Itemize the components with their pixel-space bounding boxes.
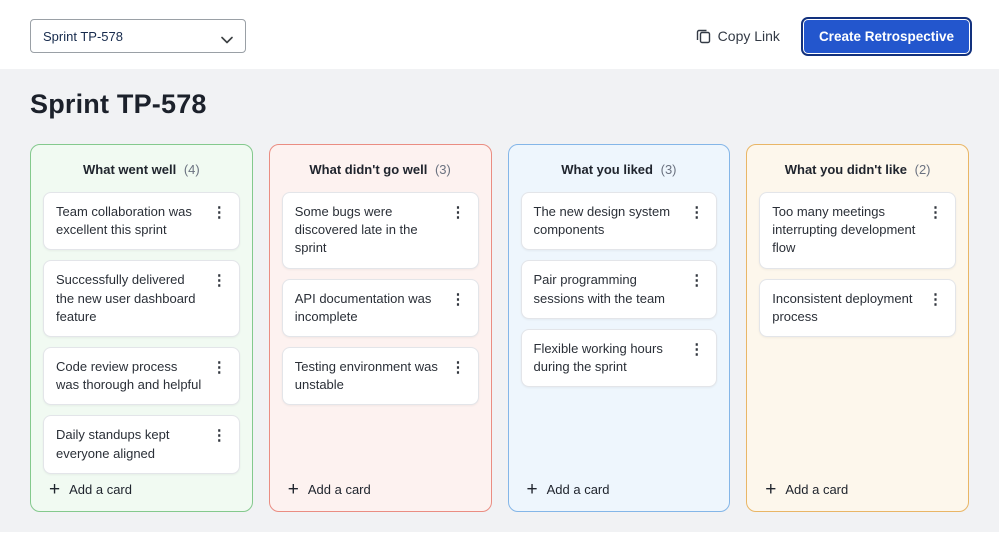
- add-card-button[interactable]: + Add a card: [43, 474, 240, 499]
- column-count: (4): [183, 162, 200, 177]
- card-text: Flexible working hours during the sprint: [533, 340, 663, 374]
- card-menu-icon[interactable]: ⋮: [922, 290, 949, 309]
- card-menu-icon[interactable]: ⋮: [206, 203, 233, 222]
- column-header: What went well (4): [43, 162, 240, 177]
- add-card-label: Add a card: [546, 482, 610, 497]
- column-liked: What you liked (3) The new design system…: [507, 144, 731, 512]
- card[interactable]: Some bugs were discovered late in the sp…: [281, 192, 479, 269]
- card-text: API documentation was incomplete: [294, 290, 432, 324]
- card[interactable]: Successfully delivered the new user dash…: [43, 260, 240, 337]
- column-didnt-like: What you didn't like (2) Too many meetin…: [746, 144, 969, 512]
- card[interactable]: Team collaboration was excellent this sp…: [43, 192, 240, 251]
- plus-icon: +: [526, 478, 538, 500]
- page-title: Sprint TP-578: [30, 89, 207, 119]
- card-menu-icon[interactable]: ⋮: [683, 203, 710, 222]
- column-header: What you didn't like (2): [759, 162, 956, 177]
- card[interactable]: Code review process was thorough and hel…: [43, 346, 240, 406]
- card-menu-icon[interactable]: ⋮: [445, 203, 472, 222]
- copy-link-button[interactable]: Copy Link: [694, 24, 782, 48]
- card-list: The new design system components ⋮ Pair …: [520, 192, 718, 388]
- card-list: Team collaboration was excellent this sp…: [43, 192, 240, 474]
- add-card-label: Add a card: [69, 482, 132, 497]
- column-title: What went well: [83, 162, 177, 177]
- card[interactable]: Testing environment was unstable ⋮: [281, 346, 479, 406]
- card-menu-icon[interactable]: ⋮: [445, 358, 472, 377]
- column-didnt-go-well: What didn't go well (3) Some bugs were d…: [268, 144, 492, 512]
- card-text: Daily standups kept everyone aligned: [56, 427, 170, 461]
- plus-icon: +: [49, 478, 61, 500]
- card-list: Some bugs were discovered late in the sp…: [281, 192, 479, 406]
- retro-board: What went well (4) Team collaboration wa…: [30, 144, 969, 512]
- card-menu-icon[interactable]: ⋮: [206, 271, 233, 290]
- board-page: Sprint TP-578 What went well (4) Team co…: [0, 69, 999, 532]
- column-count: (2): [914, 162, 931, 177]
- card-text: Successfully delivered the new user dash…: [56, 272, 196, 324]
- add-card-label: Add a card: [307, 482, 371, 497]
- card-text: Inconsistent deployment process: [772, 290, 913, 324]
- card-text: Pair programming sessions with the team: [533, 272, 666, 306]
- topbar: Sprint TP-578 Copy Link Create Retrospec…: [0, 0, 999, 69]
- add-card-button[interactable]: + Add a card: [282, 474, 479, 499]
- card[interactable]: The new design system components ⋮: [520, 192, 718, 251]
- column-header: What you liked (3): [521, 162, 718, 177]
- column-count: (3): [434, 162, 451, 177]
- add-card-button[interactable]: + Add a card: [521, 474, 718, 499]
- column-count: (3): [660, 162, 677, 177]
- card-text: Testing environment was unstable: [294, 358, 438, 393]
- card-text: Team collaboration was excellent this sp…: [56, 204, 192, 238]
- column-title: What didn't go well: [309, 162, 428, 177]
- card-menu-icon[interactable]: ⋮: [206, 358, 233, 377]
- column-title: What you didn't like: [784, 162, 907, 177]
- card[interactable]: Pair programming sessions with the team …: [520, 260, 718, 319]
- chevron-down-icon: [221, 32, 233, 44]
- card-menu-icon[interactable]: ⋮: [206, 426, 233, 445]
- card[interactable]: Inconsistent deployment process ⋮: [759, 278, 956, 337]
- card-text: Code review process was thorough and hel…: [56, 358, 202, 393]
- plus-icon: +: [765, 478, 777, 500]
- card-text: The new design system components: [533, 204, 671, 238]
- card-menu-icon[interactable]: ⋮: [445, 290, 472, 309]
- card-text: Some bugs were discovered late in the sp…: [294, 204, 418, 256]
- topbar-actions: Copy Link Create Retrospective: [694, 16, 973, 56]
- plus-icon: +: [287, 478, 299, 500]
- create-retrospective-button[interactable]: Create Retrospective: [800, 16, 973, 56]
- copy-icon: [696, 28, 711, 44]
- add-card-button[interactable]: + Add a card: [759, 474, 956, 499]
- sprint-select-value: Sprint TP-578: [43, 28, 123, 44]
- card-menu-icon[interactable]: ⋮: [683, 271, 710, 290]
- card-menu-icon[interactable]: ⋮: [683, 340, 710, 359]
- card[interactable]: Daily standups kept everyone aligned ⋮: [43, 415, 240, 474]
- sprint-select[interactable]: Sprint TP-578: [30, 19, 246, 53]
- card-list: Too many meetings interrupting developme…: [759, 192, 956, 337]
- card[interactable]: Flexible working hours during the sprint…: [520, 328, 718, 388]
- column-title: What you liked: [561, 162, 653, 177]
- add-card-label: Add a card: [785, 482, 849, 497]
- card-menu-icon[interactable]: ⋮: [922, 203, 949, 222]
- column-went-well: What went well (4) Team collaboration wa…: [30, 144, 253, 512]
- copy-link-label: Copy Link: [717, 28, 780, 44]
- card[interactable]: API documentation was incomplete ⋮: [281, 278, 479, 337]
- card-text: Too many meetings interrupting developme…: [772, 204, 916, 256]
- column-header: What didn't go well (3): [282, 162, 479, 177]
- card[interactable]: Too many meetings interrupting developme…: [759, 192, 956, 269]
